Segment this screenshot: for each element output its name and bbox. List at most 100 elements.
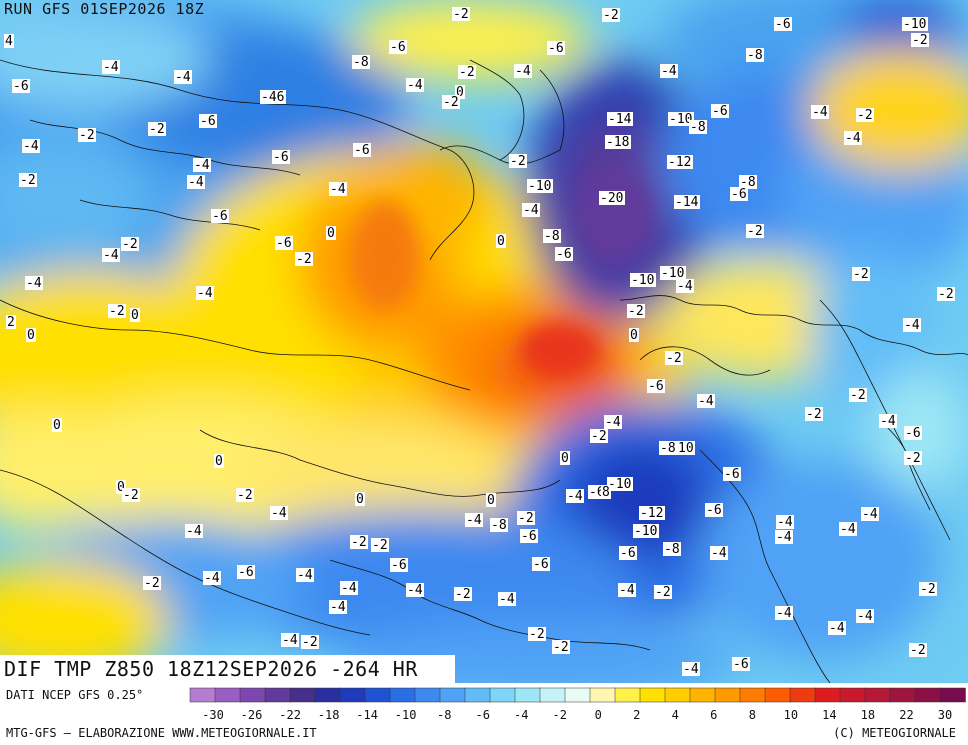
contour-label: 0 xyxy=(215,454,223,469)
contour-label: -4 xyxy=(499,592,515,607)
contour-label: -2 xyxy=(920,582,936,597)
legend-swatch xyxy=(689,687,716,703)
contour-label: -8 xyxy=(740,175,756,190)
contour-label-bg xyxy=(532,557,550,571)
legend-tick-label: 18 xyxy=(861,708,875,722)
contour-label-bg xyxy=(746,48,764,62)
color-legend: -30 -26 -22 -18 -14 -10 -8 -6 -4 -2 0 2 4 6 8 10 14 18 22 3… xyxy=(189,687,966,722)
contour-label-bg xyxy=(270,506,288,520)
contour-label-bg xyxy=(389,40,407,54)
contour-label: -4 xyxy=(330,182,346,197)
contour-label-bg xyxy=(639,506,665,520)
map-title: DIF TMP Z850 18Z12SEP2026 -264 HR xyxy=(4,657,418,681)
legend-swatch xyxy=(714,687,741,703)
contour-label: -10 xyxy=(669,112,692,127)
contour-label: -2 xyxy=(123,488,139,503)
contour-label-bg xyxy=(879,414,897,428)
contour-label-bg xyxy=(174,70,192,84)
legend-swatch xyxy=(289,687,316,703)
contour-label: 4 xyxy=(5,34,13,49)
contour-label-bg xyxy=(236,488,254,502)
legend-tick-label: -30 xyxy=(202,708,224,722)
contour-label-bg xyxy=(601,485,611,499)
contour-label: -2 xyxy=(455,587,471,602)
contour-label-bg xyxy=(647,379,665,393)
legend-swatch xyxy=(389,687,416,703)
contour-label-bg xyxy=(187,175,205,189)
contour-label: -2 xyxy=(747,224,763,239)
contour-label-bg xyxy=(122,488,140,502)
contour-label: -2 xyxy=(302,635,318,650)
contour-label-bg xyxy=(660,266,686,280)
contour-label: -6 xyxy=(724,467,740,482)
contour-label: -20 xyxy=(600,191,623,206)
contour-label-bg xyxy=(237,565,255,579)
legend-swatch xyxy=(214,687,241,703)
contour-label-bg xyxy=(193,158,211,172)
contour-label: -2 xyxy=(857,108,873,123)
contour-label: -6 xyxy=(556,247,572,262)
legend-swatch xyxy=(864,687,891,703)
contour-label-bg xyxy=(527,179,553,193)
contour-label: -6 xyxy=(391,558,407,573)
contour-label-bg xyxy=(630,273,656,287)
contour-label: -10 xyxy=(903,17,926,32)
contour-label: -2 xyxy=(351,535,367,550)
contour-label-bg xyxy=(102,60,120,74)
contour-label: -2 xyxy=(296,252,312,267)
contour-label-bg xyxy=(102,248,120,262)
contour-label: -2 xyxy=(910,643,926,658)
contour-label-bg xyxy=(856,108,874,122)
contour-label: 8 xyxy=(602,485,610,500)
contour-label-bg xyxy=(455,85,465,99)
contour-label-bg xyxy=(301,635,319,649)
contour-label-bg xyxy=(496,234,506,248)
contour-label: 0 xyxy=(497,234,505,249)
legend-swatch xyxy=(889,687,916,703)
contour-label-bg xyxy=(654,585,672,599)
legend-tick-label: -2 xyxy=(552,708,566,722)
contour-label-bg xyxy=(454,587,472,601)
contour-label: -10 xyxy=(608,477,631,492)
contour-label: -4 xyxy=(341,581,357,596)
contour-label: -14 xyxy=(675,195,699,210)
contour-label: -4 xyxy=(297,568,313,583)
contour-label-bg xyxy=(26,328,36,342)
contour-label: -2 xyxy=(655,585,671,600)
contour-label-bg xyxy=(668,112,694,126)
contour-label-bg xyxy=(260,90,286,104)
legend-swatch xyxy=(814,687,841,703)
contour-label: -4 xyxy=(776,606,792,621)
contour-label-bg xyxy=(919,582,937,596)
contour-label: -6 xyxy=(589,485,605,500)
contour-label: -2 xyxy=(372,538,388,553)
contour-label-bg xyxy=(486,493,496,507)
contour-label: -6 xyxy=(706,503,722,518)
contour-label: -2 xyxy=(237,488,253,503)
contour-label-bg xyxy=(272,150,290,164)
contour-label-bg xyxy=(723,467,741,481)
contour-label-bg xyxy=(25,276,43,290)
legend-tick-label: 14 xyxy=(822,708,836,722)
contour-label-bg xyxy=(22,139,40,153)
contour-label-bg xyxy=(660,64,678,78)
contour-label-bg xyxy=(452,7,470,21)
contour-label-bg xyxy=(633,524,659,538)
legend-tick-label: 8 xyxy=(749,708,756,722)
contour-label: 10 xyxy=(678,441,694,456)
contour-label: -10 xyxy=(634,524,657,539)
contour-label: -10 xyxy=(661,266,684,281)
contour-label-bg xyxy=(607,477,633,491)
legend-swatch xyxy=(414,687,441,703)
contour-label-bg xyxy=(19,173,37,187)
contour-label-bg xyxy=(78,128,96,142)
contour-label-bg xyxy=(775,530,793,544)
legend-tick-label: -14 xyxy=(356,708,378,722)
contour-label: -4 xyxy=(23,139,39,154)
contour-label: -4 xyxy=(282,633,298,648)
legend-swatch xyxy=(839,687,866,703)
contour-label: -6 xyxy=(212,209,228,224)
contour-label-bg xyxy=(676,279,694,293)
legend-swatch xyxy=(939,687,966,703)
contour-label-bg xyxy=(711,104,729,118)
